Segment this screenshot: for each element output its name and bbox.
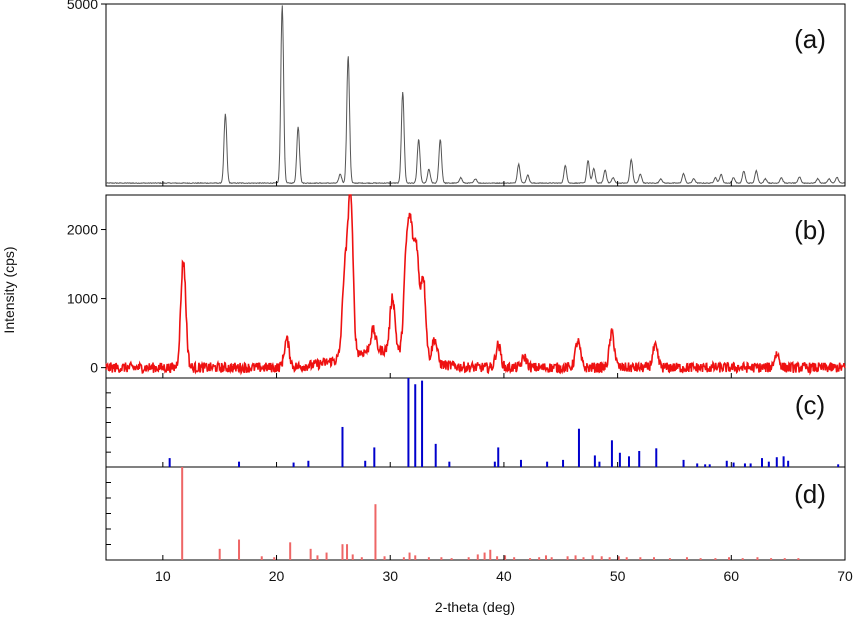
x-tick-label: 60 (724, 568, 740, 584)
xrd-pattern-line (105, 194, 846, 376)
y-axis-title: Intensity (cps) (1, 246, 17, 333)
x-tick-label: 20 (269, 568, 285, 584)
x-axis-title: 2-theta (deg) (435, 599, 515, 615)
x-tick-label: 70 (837, 568, 853, 584)
panel-frame (105, 377, 846, 468)
panel-frame (105, 194, 846, 379)
panel-label: (c) (795, 390, 825, 420)
x-tick-label: 30 (382, 568, 398, 584)
panel-label: (d) (794, 479, 826, 509)
panel-label: (a) (794, 24, 826, 54)
panel-label: (b) (794, 215, 826, 245)
y-tick-label: 5000 (67, 0, 98, 12)
y-tick-label: 0 (90, 360, 98, 376)
panel-frame (105, 466, 846, 561)
x-tick-label: 40 (496, 568, 512, 584)
y-tick-label: 2000 (67, 222, 98, 238)
y-tick-label: 1000 (67, 291, 98, 307)
x-tick-label: 10 (155, 568, 171, 584)
x-tick-label: 50 (610, 568, 626, 584)
xrd-pattern-line (105, 5, 845, 185)
panel-frame (105, 3, 846, 187)
